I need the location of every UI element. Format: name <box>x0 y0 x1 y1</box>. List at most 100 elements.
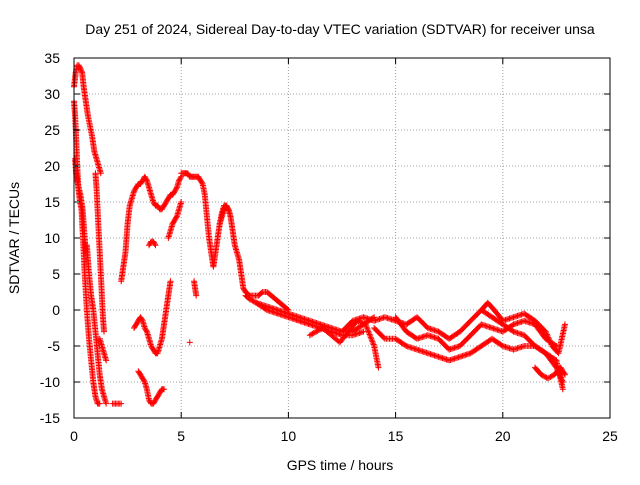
x-axis-label: GPS time / hours <box>287 457 394 473</box>
data-point <box>118 400 125 407</box>
x-tick-label: 0 <box>70 428 78 444</box>
y-tick-label: 5 <box>52 266 60 282</box>
data-point <box>538 371 545 378</box>
data-point <box>367 332 374 339</box>
data-point <box>370 340 377 347</box>
data-point <box>544 375 551 382</box>
x-tick-label: 15 <box>388 428 404 444</box>
x-tick-label: 5 <box>177 428 185 444</box>
data-point <box>250 298 257 305</box>
data-point <box>364 325 371 332</box>
data-point <box>545 334 552 341</box>
y-tick-label: -15 <box>40 410 60 426</box>
y-tick-label: 15 <box>44 194 60 210</box>
x-tick-label: 25 <box>602 428 618 444</box>
data-point <box>543 331 550 338</box>
data-point <box>546 374 553 381</box>
data-point <box>363 324 370 331</box>
data-point <box>138 316 145 323</box>
data-point <box>358 319 365 326</box>
chart-title: Day 251 of 2024, Sidereal Day-to-day VTE… <box>85 21 595 37</box>
data-point <box>177 175 184 181</box>
data-point <box>544 332 551 339</box>
y-tick-label: 35 <box>44 50 60 66</box>
data-point <box>370 341 377 348</box>
data-point <box>542 373 549 380</box>
data-point <box>315 327 322 334</box>
y-tick-label: 30 <box>44 86 60 102</box>
data-point <box>262 306 269 313</box>
data-point <box>308 331 315 338</box>
data-point <box>143 327 150 334</box>
data-point <box>548 373 555 380</box>
data-point <box>545 335 552 342</box>
data-point <box>402 342 409 349</box>
data-point <box>547 340 554 347</box>
data-point <box>375 364 382 371</box>
data-point <box>369 338 376 345</box>
data-point <box>360 328 367 335</box>
data-points <box>71 62 568 407</box>
y-tick-label: -5 <box>48 338 61 354</box>
y-tick-label: 0 <box>52 302 60 318</box>
data-point <box>368 337 375 344</box>
axis-ticks <box>73 57 611 419</box>
data-point <box>362 321 369 328</box>
data-point <box>367 334 374 341</box>
data-point <box>246 296 253 303</box>
data-point <box>103 357 110 364</box>
y-tick-label: 20 <box>44 158 60 174</box>
data-point <box>561 370 568 377</box>
data-point <box>366 330 373 337</box>
data-point <box>198 179 205 186</box>
y-tick-label: -10 <box>40 374 60 390</box>
grid-lines <box>74 58 610 418</box>
data-point <box>509 327 516 334</box>
data-point <box>173 214 180 221</box>
data-point <box>186 339 193 346</box>
data-point <box>249 297 256 304</box>
data-point <box>546 337 553 344</box>
data-point <box>96 400 103 407</box>
data-point <box>161 386 168 393</box>
x-tick-label: 20 <box>495 428 511 444</box>
y-tick-label: 10 <box>44 230 60 246</box>
data-point <box>542 328 549 335</box>
data-point <box>547 338 554 345</box>
data-point <box>97 170 104 177</box>
data-point <box>363 322 370 329</box>
data-point <box>193 292 200 299</box>
data-point <box>224 205 231 211</box>
data-point <box>498 342 505 349</box>
data-point <box>368 335 375 342</box>
data-point <box>151 241 158 247</box>
data-point <box>141 377 148 384</box>
data-point <box>248 296 255 303</box>
data-point <box>178 199 185 205</box>
data-point <box>173 185 180 192</box>
series-sdtvar <box>71 62 568 407</box>
data-point <box>314 327 321 334</box>
data-point <box>78 68 85 75</box>
y-tick-label: 25 <box>44 122 60 138</box>
data-point <box>380 334 387 341</box>
data-point <box>311 329 318 336</box>
data-point <box>103 400 110 407</box>
data-point <box>547 373 554 380</box>
data-point <box>561 371 568 378</box>
data-point <box>167 278 174 285</box>
data-point <box>366 331 373 338</box>
data-point <box>365 328 372 335</box>
data-point <box>509 322 516 329</box>
data-point <box>258 289 265 296</box>
data-point <box>364 327 371 334</box>
data-point <box>559 386 566 393</box>
data-point <box>152 242 159 249</box>
data-point <box>539 372 546 379</box>
tick-labels: 0 5 10 15 20 25 -15 -10 -5 0 5 10 15 20 25 30 35 <box>40 50 618 444</box>
data-point <box>310 330 317 337</box>
data-point <box>540 373 547 380</box>
